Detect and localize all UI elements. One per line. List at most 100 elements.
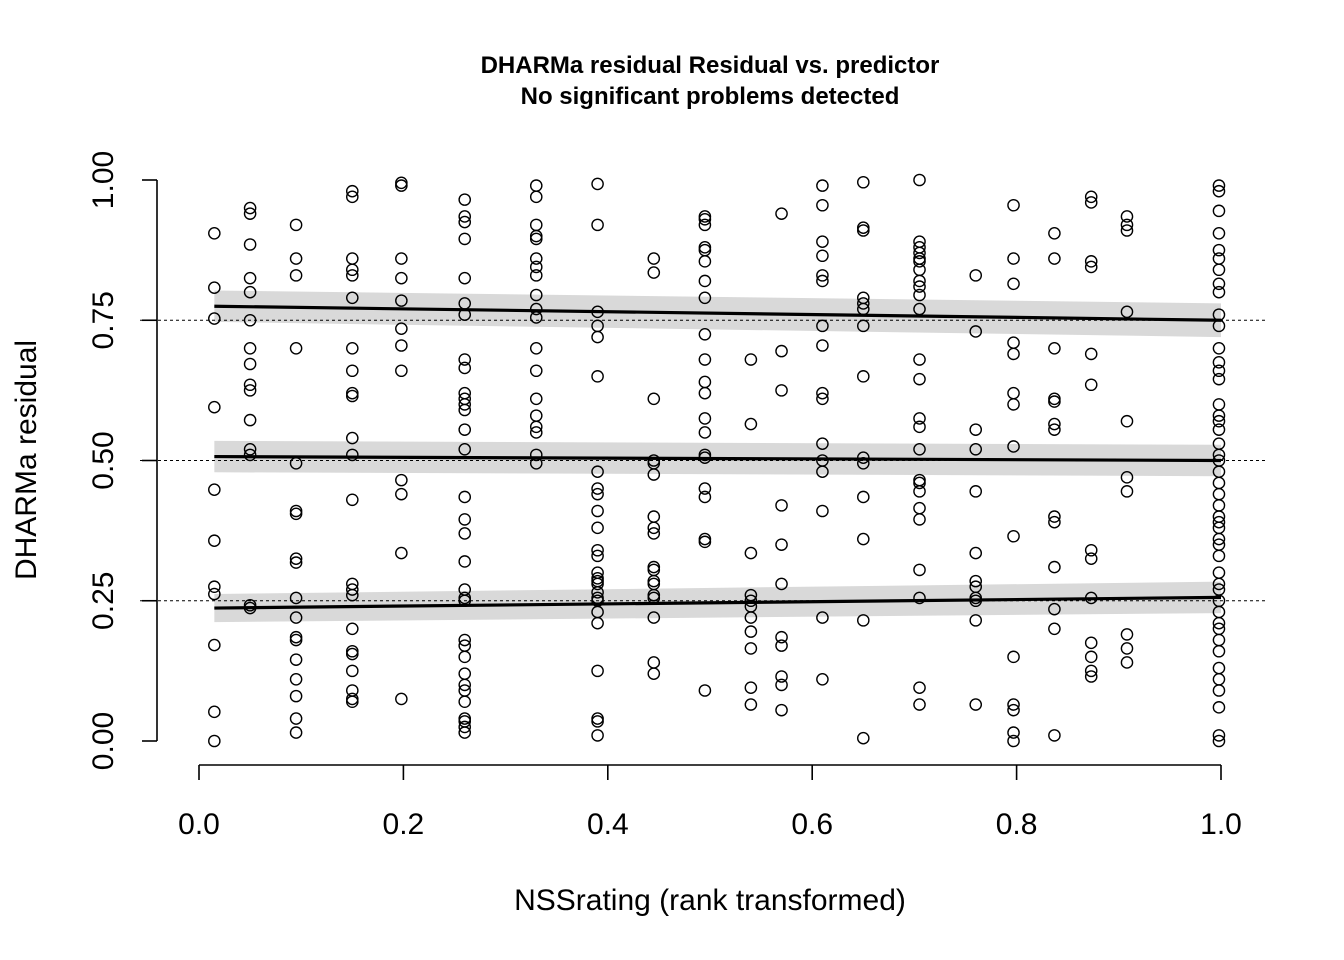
data-point [289, 341, 303, 355]
data-point [529, 341, 543, 355]
data-point [345, 583, 359, 596]
data-point [529, 260, 543, 274]
data-point [1048, 417, 1061, 431]
x-tick-label: 0.0 [178, 808, 220, 841]
data-point [591, 715, 604, 728]
data-point [1212, 179, 1226, 192]
data-point [1007, 336, 1020, 349]
data-point [1084, 650, 1098, 664]
data-point [1084, 378, 1098, 392]
data-point [395, 487, 408, 501]
data-point [857, 451, 870, 464]
data-point [289, 611, 303, 624]
data-point [816, 465, 829, 479]
data-point [698, 291, 712, 305]
data-point [591, 305, 604, 319]
data-point [1120, 471, 1134, 484]
data-point [208, 400, 221, 414]
data-point [647, 392, 661, 406]
data-point [458, 361, 472, 375]
data-point [647, 468, 661, 481]
data-point [243, 357, 257, 371]
data-point [591, 370, 604, 383]
data-point [1212, 729, 1226, 742]
data-point [1120, 656, 1134, 669]
data-point [816, 179, 829, 192]
data-point [345, 664, 359, 678]
data-points [208, 173, 1226, 748]
data-point [647, 521, 661, 535]
data-point [458, 678, 472, 692]
data-point [208, 705, 221, 719]
data-point [857, 175, 870, 189]
data-point [1212, 243, 1226, 257]
data-point [744, 642, 758, 655]
data-point [698, 532, 712, 546]
data-point [816, 235, 829, 249]
data-point [395, 546, 408, 560]
data-point [744, 417, 758, 431]
data-point [775, 499, 788, 512]
data-point [1084, 670, 1098, 683]
data-point [289, 630, 303, 644]
data-point [1007, 734, 1020, 748]
data-point [913, 513, 926, 526]
data-point [1007, 386, 1020, 400]
data-point [775, 678, 788, 692]
data-point [647, 510, 661, 523]
data-point [647, 611, 661, 624]
data-point [1212, 372, 1226, 386]
data-point [208, 226, 221, 240]
data-point [816, 392, 829, 406]
data-point [591, 521, 604, 535]
data-point [698, 684, 712, 697]
data-point [1120, 642, 1134, 655]
data-point [1212, 476, 1226, 490]
data-point [529, 364, 543, 378]
data-point [458, 633, 472, 647]
data-point [1212, 423, 1226, 436]
data-point [775, 577, 788, 591]
data-point [1212, 577, 1226, 591]
data-point [529, 409, 543, 422]
data-point [345, 622, 359, 636]
data-point [1212, 263, 1226, 277]
data-point [969, 574, 983, 588]
data-point [1048, 252, 1061, 265]
data-point [1212, 277, 1226, 291]
data-point [913, 681, 926, 695]
data-point [1212, 398, 1226, 411]
data-point [208, 580, 221, 594]
data-point [857, 302, 870, 316]
data-point [816, 274, 829, 288]
data-point [913, 288, 926, 302]
data-point [345, 389, 359, 403]
data-point [243, 448, 257, 462]
data-point [458, 403, 472, 417]
data-point [698, 255, 712, 268]
data-point [744, 611, 758, 624]
x-axis: 0.0 0.2 0.4 0.6 0.8 1.0 [178, 764, 1242, 841]
data-point [345, 644, 359, 658]
data-point [458, 210, 472, 223]
data-point [529, 252, 543, 265]
data-point [1212, 448, 1226, 462]
data-point [1120, 210, 1134, 223]
data-point [208, 483, 221, 496]
data-point [591, 712, 604, 725]
data-point [395, 271, 408, 285]
data-point [458, 726, 472, 739]
data-point [969, 325, 983, 338]
data-point [289, 591, 303, 605]
data-point [647, 667, 661, 680]
data-point [243, 285, 257, 299]
data-point [289, 672, 303, 686]
data-point [395, 473, 408, 487]
data-point [775, 207, 788, 220]
data-point [208, 312, 221, 325]
data-point [345, 269, 359, 282]
data-point [913, 263, 926, 277]
data-point [775, 639, 788, 652]
data-point [913, 274, 926, 288]
